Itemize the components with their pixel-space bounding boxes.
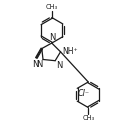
Text: N: N	[56, 61, 63, 70]
Text: NH⁺: NH⁺	[62, 47, 78, 56]
Text: Cl⁻: Cl⁻	[78, 89, 90, 98]
Text: N: N	[49, 33, 55, 42]
Text: N: N	[36, 61, 42, 69]
Text: CH₃: CH₃	[82, 115, 94, 121]
Text: N: N	[32, 60, 39, 69]
Text: CH₃: CH₃	[46, 4, 58, 10]
